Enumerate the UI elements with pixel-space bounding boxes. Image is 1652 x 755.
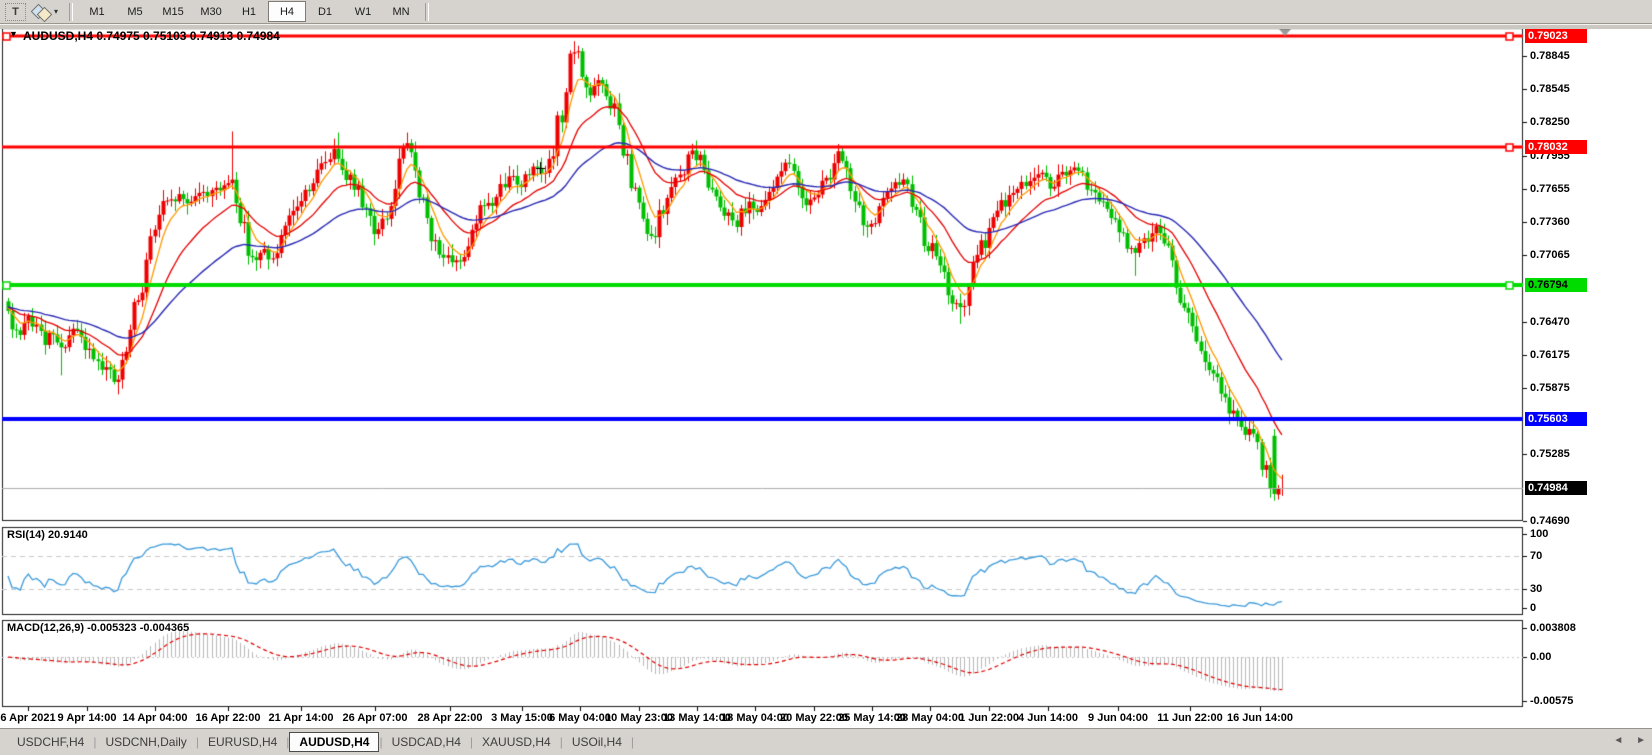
symbol-tab-usdchf[interactable]: USDCHF,H4: [17, 735, 85, 749]
tab-scroll-right-icon[interactable]: ►: [1636, 735, 1646, 746]
text-tool-button[interactable]: T: [5, 2, 26, 21]
tab-scroll-arrows: ◄ ►: [1603, 735, 1646, 746]
toolbar: T ▾ M1 M5 M15 M30 H1 H4 D1 W1 MN: [0, 0, 1652, 24]
symbol-tab-usoil[interactable]: USOil,H4: [571, 735, 622, 749]
toolbar-separator: [425, 2, 430, 21]
symbol-tab-usdcad[interactable]: USDCAD,H4: [391, 735, 461, 749]
chevron-down-icon: ▾: [54, 7, 59, 16]
timeframe-button-mn[interactable]: MN: [392, 5, 410, 18]
tab-separator: |: [469, 735, 474, 749]
tab-separator: |: [379, 735, 383, 749]
timeframe-button-m30[interactable]: M30: [200, 5, 222, 18]
tab-separator: |: [559, 735, 563, 749]
timeframe-button-m5[interactable]: M5: [127, 5, 143, 18]
timeframe-button-d1[interactable]: D1: [317, 5, 333, 18]
symbol-tab-bar: USDCHF,H4 | USDCNH,Daily | EURUSD,H4 | AUDUSD,…: [0, 728, 1652, 755]
symbol-tab-audusd[interactable]: AUDUSD,H4: [289, 732, 380, 752]
symbol-tab-xauusd[interactable]: XAUUSD,H4: [482, 735, 551, 749]
chart-horizontal-scrollbar[interactable]: [0, 24, 1652, 29]
tab-separator: |: [630, 735, 634, 749]
timeframe-button-w1[interactable]: W1: [354, 5, 372, 18]
timeframe-button-h1[interactable]: H1: [241, 5, 257, 18]
symbol-tab-eurusd[interactable]: EURUSD,H4: [207, 735, 278, 749]
objects-dropdown-button[interactable]: ▾: [30, 3, 59, 22]
tab-scroll-left-icon[interactable]: ◄: [1613, 735, 1624, 746]
tab-separator: |: [286, 735, 290, 749]
tab-separator: |: [195, 735, 199, 749]
toolbar-separator: [69, 2, 74, 21]
tab-separator: |: [93, 735, 97, 749]
symbol-tab-usdcnh[interactable]: USDCNH,Daily: [105, 735, 187, 749]
timeframe-button-m1[interactable]: M1: [89, 5, 105, 18]
timeframe-button-h4[interactable]: H4: [268, 1, 307, 22]
timeframe-button-m15[interactable]: M15: [162, 5, 184, 18]
